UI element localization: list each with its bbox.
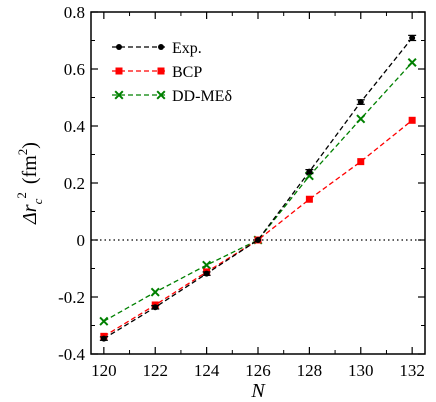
series-circle <box>99 34 417 342</box>
legend: Exp. BCP DD-MEδ <box>112 40 232 105</box>
legend-label: BCP <box>172 64 202 81</box>
y-axis-label-unit-close: ) <box>19 142 41 149</box>
legend-label: Exp. <box>172 40 202 57</box>
x-tick-label: 124 <box>194 361 220 380</box>
x-tick-label: 130 <box>348 361 374 380</box>
x-tick-label: 126 <box>245 361 271 380</box>
data-point <box>409 34 416 41</box>
y-axis-label: Δrc2(fm2) <box>14 142 45 225</box>
data-point <box>408 116 416 124</box>
legend-label: DD-MEδ <box>172 88 232 105</box>
y-axis-label-unit-sup: 2 <box>15 149 30 156</box>
legend-marker-end <box>156 90 166 100</box>
legend-entry: Exp. <box>112 40 202 57</box>
x-tick-label: 132 <box>399 361 425 380</box>
data-point <box>255 237 261 243</box>
legend-marker-end <box>157 67 165 75</box>
data-point <box>305 195 313 203</box>
x-tick-label: 120 <box>91 361 117 380</box>
y-axis-label-sub: c <box>30 198 45 204</box>
x-tick-label: 122 <box>142 361 168 380</box>
series-cross <box>99 57 417 326</box>
data-point <box>100 335 107 342</box>
data-point <box>356 114 366 124</box>
y-axis-label-sup: 2 <box>14 192 29 199</box>
legend-entry: DD-MEδ <box>112 88 232 105</box>
data-point <box>357 99 364 106</box>
axis-ticks: 120 122 124 126 128 130 132 -0.4 -0.2 0 0.2 0.4 0.6 0… <box>58 3 425 380</box>
data-point <box>306 168 313 175</box>
data-point <box>357 158 365 166</box>
y-tick-label: 0.4 <box>64 117 86 136</box>
legend-marker-end <box>158 44 164 50</box>
data-point <box>99 316 109 326</box>
series-layer <box>99 34 417 342</box>
data-point <box>203 270 210 277</box>
series-square <box>100 116 416 340</box>
series-line <box>103 37 413 340</box>
data-point <box>150 287 160 297</box>
y-tick-label: 0 <box>77 231 86 250</box>
plot-frame <box>90 11 426 355</box>
y-tick-label: 0.8 <box>64 3 85 22</box>
data-point <box>407 57 417 67</box>
y-tick-label: 0.6 <box>64 60 85 79</box>
legend-marker-start <box>116 44 122 50</box>
series-line <box>103 62 413 322</box>
x-tick-label: 128 <box>297 361 323 380</box>
y-axis-label-unit: (fm <box>19 155 41 184</box>
legend-marker-start <box>115 67 123 75</box>
legend-marker-start <box>114 90 124 100</box>
y-tick-label: -0.4 <box>58 345 85 364</box>
data-point <box>202 260 212 270</box>
x-axis-label: N <box>250 380 266 402</box>
legend-entry: BCP <box>112 64 202 81</box>
y-tick-label: -0.2 <box>58 288 85 307</box>
y-tick-label: 0.2 <box>64 174 85 193</box>
y-axis-label-main: Δr <box>19 204 41 225</box>
data-point <box>152 304 159 311</box>
series-line <box>103 119 413 337</box>
